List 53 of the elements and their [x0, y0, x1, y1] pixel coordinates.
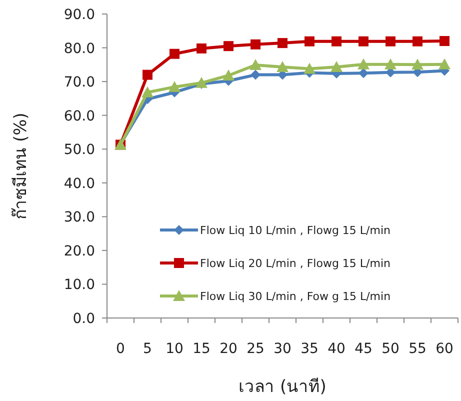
- point: [412, 58, 424, 70]
- y-tick-label: 90.0: [64, 7, 95, 23]
- point: [412, 36, 422, 46]
- x-tick-label: 20: [220, 341, 238, 357]
- point: [170, 48, 180, 59]
- x-tick-label: 25: [246, 341, 264, 357]
- point: [304, 36, 314, 46]
- x-tick-label: 60: [436, 341, 454, 357]
- point: [250, 39, 260, 50]
- point: [438, 58, 450, 70]
- legend-label: Flow Liq 20 L/min , Flowg 15 L/min: [200, 257, 391, 270]
- point: [250, 59, 262, 70]
- y-tick-label: 80.0: [64, 40, 95, 57]
- y-tick-label: 10.0: [64, 277, 95, 294]
- point: [168, 80, 180, 92]
- y-tick-label: 0.0: [72, 311, 95, 327]
- x-tick-label: 55: [408, 341, 426, 357]
- x-tick-label: 35: [300, 341, 318, 357]
- x-tick-label: 30: [274, 341, 292, 357]
- point: [222, 69, 234, 80]
- x-tick-label: 15: [192, 341, 210, 357]
- y-tick-label: 30.0: [64, 210, 95, 226]
- x-tick-label: 10: [166, 341, 184, 357]
- y-tick-label: 70.0: [64, 74, 95, 91]
- y-axis-title: ก๊าซมีเทน (%): [11, 112, 31, 220]
- x-tick-label: 40: [328, 341, 346, 357]
- y-tick-label: 40.0: [64, 176, 95, 192]
- point: [358, 36, 368, 46]
- point: [278, 38, 288, 48]
- legend-label: Flow Liq 10 L/min , Flowg 15 L/min: [200, 224, 391, 237]
- point: [250, 70, 260, 80]
- point: [384, 58, 396, 70]
- x-axis-title: เวลา (นาที): [238, 377, 326, 397]
- point: [332, 36, 342, 46]
- y-tick-label: 60.0: [64, 108, 95, 124]
- point: [224, 41, 234, 52]
- point: [386, 36, 396, 46]
- point: [276, 61, 288, 72]
- point: [358, 58, 370, 70]
- legend-label: Flow Liq 30 L/min , Fow g 15 L/min: [200, 290, 391, 303]
- y-tick-label: 20.0: [64, 243, 95, 260]
- point: [440, 36, 450, 46]
- point: [196, 43, 206, 54]
- x-tick-label: 45: [354, 341, 372, 357]
- x-tick-label: 5: [143, 341, 152, 357]
- point: [358, 68, 368, 78]
- y-tick-label: 50.0: [64, 142, 95, 158]
- x-tick-label: 0: [116, 341, 125, 357]
- point: [330, 61, 342, 72]
- point: [142, 70, 152, 80]
- x-tick-label: 50: [382, 341, 400, 357]
- point: [142, 86, 154, 98]
- point: [304, 62, 316, 74]
